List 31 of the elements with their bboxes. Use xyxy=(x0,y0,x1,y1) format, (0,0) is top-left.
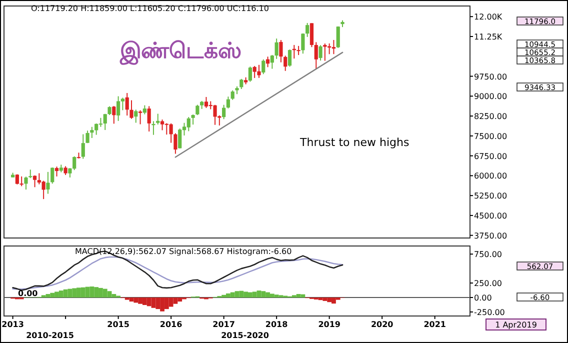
x-tick-label: 2019 xyxy=(318,320,341,329)
chart-title: MACD(12,26,9):562.07 Signal:568.67 Histogram:-6.60 xyxy=(75,247,292,256)
text: 2010-2015 xyxy=(26,331,74,340)
annotation: Thrust to new highs xyxy=(299,136,410,149)
y-tick-label: 7500.00 xyxy=(474,132,508,141)
y-tick-label: 6750.00 xyxy=(474,152,508,161)
x-tick-label: 2015 xyxy=(107,320,130,329)
x-tick-label: 2020 xyxy=(370,320,394,329)
y-tick-label: -250.00 xyxy=(474,308,505,317)
y-tick-label: 8250.00 xyxy=(474,112,508,122)
y-tick-label: 12.00K xyxy=(474,12,503,22)
y-tick-label: 3750.00 xyxy=(474,231,508,240)
y-tick-label: 4500.00 xyxy=(474,211,508,220)
x-tick-label: 2021 xyxy=(424,320,446,329)
x-tick-label: 2013 xyxy=(2,320,24,329)
y-tick-label: 750.00 xyxy=(474,250,502,260)
y-tick-label: 250.00 xyxy=(474,279,502,288)
y-tick-label: 6000.00 xyxy=(474,172,508,181)
y-tick-label: 9000.00 xyxy=(474,92,508,102)
x-tick-label: 2016 xyxy=(160,320,183,329)
text: 1 Apr2019 xyxy=(495,320,537,330)
y-tick-label: 9750.00 xyxy=(474,72,508,82)
annotation: 0.00 xyxy=(18,288,38,298)
y-tick-label: 11.25K xyxy=(474,32,503,42)
x-tick-label: 2017 xyxy=(212,320,235,329)
text: 2015-2020 xyxy=(221,331,270,340)
text: இண்டெக்ஸ் xyxy=(119,39,242,65)
x-tick-label: 2018 xyxy=(265,320,288,329)
y-tick-label: 0.00 xyxy=(474,293,492,302)
y-tick-label: 5250.00 xyxy=(474,192,508,201)
annotation: O:11719.20 H:11859.00 L:11605.20 C:11796.00 UC:116.10 xyxy=(31,4,269,13)
